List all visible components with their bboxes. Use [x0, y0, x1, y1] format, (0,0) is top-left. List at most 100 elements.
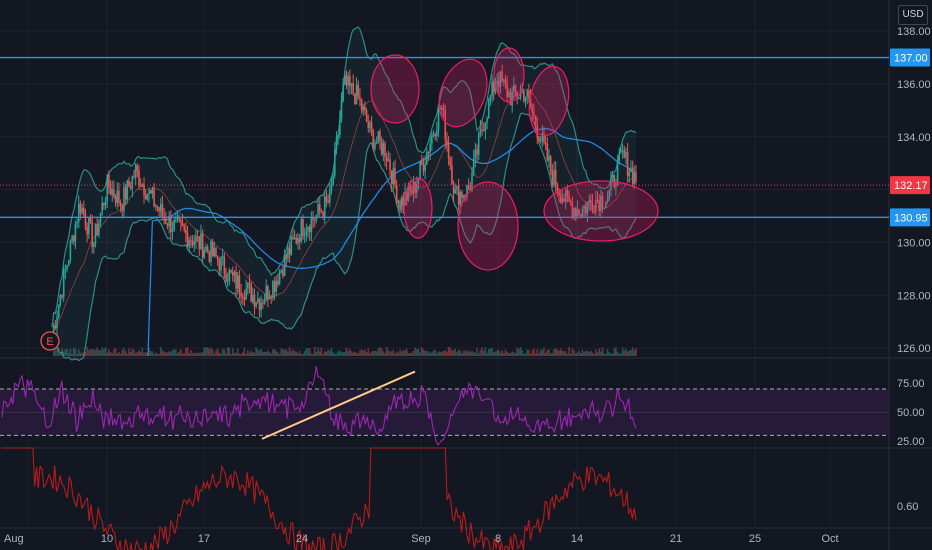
volume-bar [158, 353, 160, 356]
volume-bar [151, 351, 154, 356]
volume-bar [521, 350, 524, 356]
candle-body [252, 294, 254, 302]
price-axis-tick: 128.00 [897, 290, 931, 302]
volume-bar [362, 350, 365, 356]
candle-body [238, 275, 241, 293]
bollinger-upper [51, 26, 637, 328]
volume-bar [534, 353, 537, 356]
volume-bar [516, 347, 518, 356]
volume-bar [405, 348, 408, 356]
candle-body [72, 235, 75, 242]
highlight-ellipse [543, 180, 659, 242]
volume-bar [549, 353, 552, 356]
volume-bar [404, 350, 406, 356]
candle-body [253, 294, 256, 307]
candle-body [364, 106, 366, 111]
volume-bar [390, 351, 393, 356]
candle-body [186, 232, 189, 247]
price-axis-tick: 138.00 [897, 26, 931, 38]
volume-bar [564, 351, 567, 356]
candle-body [82, 207, 85, 215]
volume-bar [347, 351, 349, 356]
candle-body [170, 215, 172, 232]
candle-body [499, 71, 502, 87]
volume-bar [494, 351, 497, 356]
volume-bar [270, 353, 273, 356]
volume-bar [56, 348, 58, 356]
candle-body [422, 164, 425, 172]
candle-body [273, 281, 276, 292]
candle-body [126, 180, 129, 200]
volume-bar [431, 352, 433, 356]
volume-bar [54, 349, 57, 356]
volume-bar [568, 347, 570, 356]
candle-body [113, 189, 115, 197]
volume-bar [277, 352, 279, 356]
candle-body [459, 192, 462, 205]
candle-body [287, 248, 289, 259]
candle-body [544, 142, 547, 144]
candle-body [185, 229, 187, 233]
volume-bar [159, 347, 162, 356]
currency-label[interactable]: USD [898, 5, 928, 25]
volume-bar [235, 352, 237, 356]
candle-body [340, 100, 343, 119]
candle-body [556, 185, 559, 192]
volume-bar [101, 347, 104, 356]
volume-bar [615, 347, 617, 356]
volume-bar [263, 351, 266, 356]
candle-body [59, 294, 62, 305]
volume-bar [236, 348, 239, 356]
candle-body [111, 189, 114, 195]
candle-body [216, 256, 219, 261]
volume-bar [310, 353, 313, 356]
volume-bar [280, 348, 283, 356]
candle-body [508, 92, 510, 97]
volume-bar [421, 347, 423, 356]
volume-bar [146, 352, 149, 356]
candle-body [387, 159, 390, 161]
candle-body [551, 171, 554, 186]
volume-bar [233, 352, 236, 356]
volume-bar [603, 353, 606, 356]
candle-body [246, 282, 249, 289]
candle-body [333, 149, 336, 176]
volume-bar [354, 351, 356, 356]
candle-body [119, 202, 122, 206]
volume-bar [265, 351, 267, 356]
candle-body [593, 211, 595, 213]
volume-bar [196, 352, 199, 356]
volume-bar [282, 349, 284, 356]
candle-body [548, 156, 550, 161]
volume-bar [116, 353, 119, 356]
candle-body [365, 110, 368, 122]
volume-bar [479, 349, 482, 356]
volume-bar [509, 352, 512, 356]
volume-bar [508, 352, 510, 356]
volume-bar [511, 351, 513, 356]
candle-body [536, 125, 539, 138]
volume-bar [143, 352, 145, 356]
candle-body [486, 118, 488, 123]
volume-bar [260, 348, 262, 356]
volume-bar [255, 347, 257, 356]
volume-bar [339, 350, 341, 356]
candle-body [220, 256, 222, 271]
volume-bar [178, 351, 180, 356]
volume-bar [474, 352, 477, 356]
candle-body [176, 218, 179, 220]
candle-body [116, 190, 119, 204]
candle-body [61, 294, 63, 298]
rsi-axis-tick: 75.00 [897, 378, 925, 390]
candle-body [144, 195, 147, 200]
candle-body [354, 94, 356, 105]
volume-bar [206, 347, 209, 356]
candle-body [236, 275, 239, 289]
candle-body [590, 200, 592, 204]
volume-bar [451, 350, 453, 356]
candle-body [108, 174, 110, 188]
candle-body [631, 167, 634, 184]
volume-bar [52, 350, 55, 356]
volume-bar [94, 349, 97, 356]
